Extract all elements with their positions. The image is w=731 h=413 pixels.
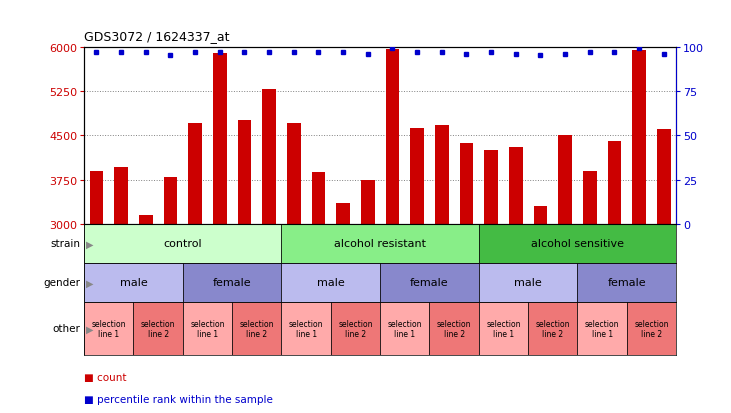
Bar bbox=[134, 302, 183, 355]
Bar bbox=[380, 302, 430, 355]
Bar bbox=[281, 302, 331, 355]
Bar bbox=[607, 142, 621, 224]
Bar bbox=[435, 125, 449, 224]
Text: selection
line 2: selection line 2 bbox=[536, 319, 570, 338]
Bar bbox=[287, 124, 300, 224]
Text: selection
line 1: selection line 1 bbox=[91, 319, 126, 338]
Text: alcohol sensitive: alcohol sensitive bbox=[531, 239, 624, 249]
Text: strain: strain bbox=[50, 239, 80, 249]
Text: male: male bbox=[515, 278, 542, 288]
Bar bbox=[232, 302, 281, 355]
Bar bbox=[528, 302, 577, 355]
Text: control: control bbox=[164, 239, 202, 249]
Bar bbox=[485, 151, 498, 224]
Text: female: female bbox=[213, 278, 251, 288]
Bar bbox=[460, 144, 473, 224]
Text: GDS3072 / 1624337_at: GDS3072 / 1624337_at bbox=[84, 31, 230, 43]
Text: selection
line 1: selection line 1 bbox=[289, 319, 323, 338]
Bar bbox=[262, 90, 276, 224]
Bar bbox=[213, 53, 227, 224]
Bar bbox=[577, 263, 676, 302]
Bar bbox=[238, 121, 251, 224]
Bar bbox=[479, 263, 577, 302]
Bar bbox=[84, 224, 281, 263]
Text: selection
line 2: selection line 2 bbox=[338, 319, 373, 338]
Text: male: male bbox=[317, 278, 344, 288]
Text: other: other bbox=[53, 324, 80, 334]
Text: selection
line 2: selection line 2 bbox=[635, 319, 669, 338]
Bar bbox=[386, 50, 399, 224]
Bar bbox=[361, 180, 374, 224]
Bar bbox=[632, 51, 646, 224]
Bar bbox=[479, 302, 528, 355]
Text: female: female bbox=[410, 278, 449, 288]
Text: selection
line 1: selection line 1 bbox=[190, 319, 224, 338]
Bar bbox=[583, 171, 596, 224]
Bar bbox=[311, 173, 325, 224]
Bar bbox=[410, 129, 424, 224]
Bar bbox=[627, 302, 676, 355]
Text: ▶: ▶ bbox=[86, 239, 93, 249]
Text: selection
line 1: selection line 1 bbox=[486, 319, 520, 338]
Bar bbox=[509, 148, 523, 224]
Bar bbox=[330, 302, 380, 355]
Text: ▶: ▶ bbox=[86, 324, 93, 334]
Bar bbox=[84, 263, 183, 302]
Text: ■ percentile rank within the sample: ■ percentile rank within the sample bbox=[84, 394, 273, 404]
Text: male: male bbox=[120, 278, 147, 288]
Bar bbox=[430, 302, 479, 355]
Bar bbox=[657, 130, 670, 224]
Bar bbox=[380, 263, 479, 302]
Text: selection
line 2: selection line 2 bbox=[437, 319, 471, 338]
Bar bbox=[114, 168, 128, 224]
Text: female: female bbox=[607, 278, 646, 288]
Bar bbox=[558, 136, 572, 224]
Bar bbox=[281, 263, 380, 302]
Bar bbox=[183, 302, 232, 355]
Text: selection
line 1: selection line 1 bbox=[585, 319, 619, 338]
Bar bbox=[84, 302, 133, 355]
Bar bbox=[479, 224, 676, 263]
Bar bbox=[90, 171, 103, 224]
Bar bbox=[139, 216, 153, 224]
Text: alcohol resistant: alcohol resistant bbox=[334, 239, 426, 249]
Bar bbox=[534, 206, 548, 224]
Text: selection
line 2: selection line 2 bbox=[240, 319, 274, 338]
Bar bbox=[164, 177, 177, 224]
Text: ■ count: ■ count bbox=[84, 372, 126, 382]
Text: selection
line 2: selection line 2 bbox=[141, 319, 175, 338]
Bar bbox=[577, 302, 627, 355]
Bar bbox=[183, 263, 281, 302]
Text: gender: gender bbox=[43, 278, 80, 288]
Bar bbox=[336, 204, 350, 224]
Text: ▶: ▶ bbox=[86, 278, 93, 288]
Text: selection
line 1: selection line 1 bbox=[387, 319, 422, 338]
Bar bbox=[189, 124, 202, 224]
Bar bbox=[281, 224, 479, 263]
